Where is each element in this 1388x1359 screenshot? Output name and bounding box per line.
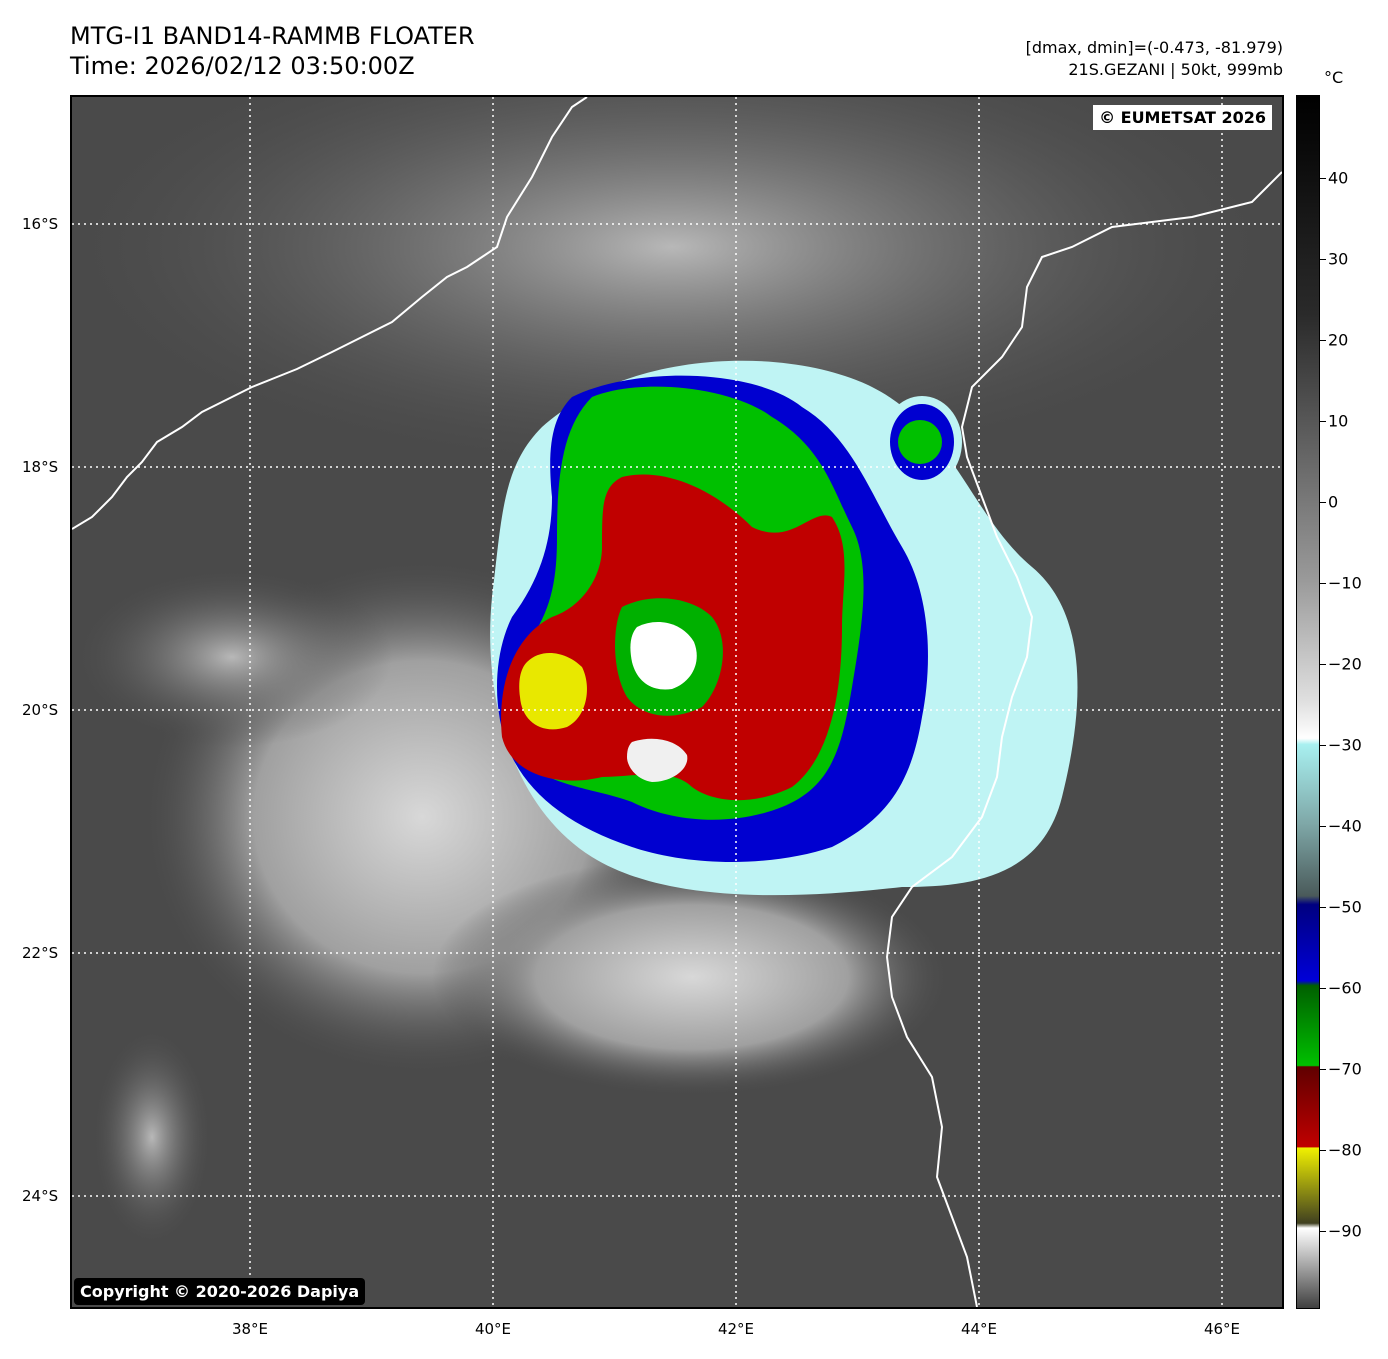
colorbar-tick: [1320, 1150, 1326, 1151]
lon-label: 42°E: [717, 1320, 755, 1338]
colorbar-tick-label: 20: [1328, 330, 1349, 350]
colorbar-tick-label: −80: [1328, 1140, 1362, 1160]
colorbar-tick: [1320, 340, 1326, 341]
colorbar-tick: [1320, 583, 1326, 584]
lat-label: 18°S: [22, 458, 59, 476]
colorbar-tick-label: −10: [1328, 573, 1362, 593]
madagascar-coastline: [885, 171, 1282, 1307]
colorbar-tick: [1320, 664, 1326, 665]
lat-label: 22°S: [22, 944, 59, 962]
lat-label: 20°S: [22, 701, 59, 719]
colorbar-tick-label: −70: [1328, 1059, 1362, 1079]
colorbar-tick-label: 0: [1328, 492, 1339, 512]
lon-label: 38°E: [231, 1320, 269, 1338]
mozambique-coastline: [72, 97, 588, 530]
colorbar: [1296, 95, 1320, 1309]
lon-label: 40°E: [474, 1320, 512, 1338]
colorbar-tick-label: −60: [1328, 978, 1362, 998]
colorbar-tick: [1320, 1231, 1326, 1232]
dapiya-credit: Copyright © 2020-2026 Dapiya: [74, 1278, 366, 1305]
lon-label: 46°E: [1203, 1320, 1241, 1338]
satellite-imagery: [72, 97, 1282, 1307]
gridlines: [72, 97, 1282, 1307]
lat-label: 24°S: [22, 1187, 59, 1205]
colorbar-tick-label: 10: [1328, 411, 1349, 431]
colorbar-tick: [1320, 421, 1326, 422]
colorbar-tick-label: −40: [1328, 816, 1362, 836]
lat-label: 16°S: [22, 215, 59, 233]
yellow-coldest-tops: [519, 652, 587, 730]
colorbar-tick: [1320, 988, 1326, 989]
ne-cell-green: [898, 420, 942, 464]
western-clouds: [72, 567, 392, 747]
chart-title: MTG-I1 BAND14-RAMMB FLOATER: [70, 22, 475, 50]
southwest-clouds: [92, 1027, 212, 1247]
colorbar-tick-label: −30: [1328, 735, 1362, 755]
chart-time: Time: 2026/02/12 03:50:00Z: [70, 52, 415, 80]
colorbar-tick: [1320, 502, 1326, 503]
colorbar-tick: [1320, 1069, 1326, 1070]
colorbar-tick: [1320, 745, 1326, 746]
southern-rainband: [432, 857, 952, 1097]
colorbar-tick: [1320, 259, 1326, 260]
storm-info: 21S.GEZANI | 50kt, 999mb: [1068, 60, 1283, 79]
storm-eye: [630, 622, 697, 690]
colorbar-tick: [1320, 826, 1326, 827]
colorbar-tick-label: −50: [1328, 897, 1362, 917]
colorbar-tick: [1320, 907, 1326, 908]
lon-label: 44°E: [960, 1320, 998, 1338]
colorbar-tick-label: 30: [1328, 249, 1349, 269]
southern-eye-gap: [627, 738, 688, 782]
satellite-map: © EUMETSAT 2026 Copyright © 2020-2026 Da…: [70, 95, 1284, 1309]
colorbar-tick: [1320, 178, 1326, 179]
colorbar-tick-label: −90: [1328, 1221, 1362, 1241]
northern-cloud-band: [72, 97, 1282, 477]
colorbar-tick-label: −20: [1328, 654, 1362, 674]
eumetsat-credit: © EUMETSAT 2026: [1093, 105, 1272, 130]
colorbar-tick-label: 40: [1328, 168, 1349, 188]
colorbar-unit: °C: [1324, 68, 1344, 87]
data-range-info: [dmax, dmin]=(-0.473, -81.979): [1025, 38, 1283, 57]
